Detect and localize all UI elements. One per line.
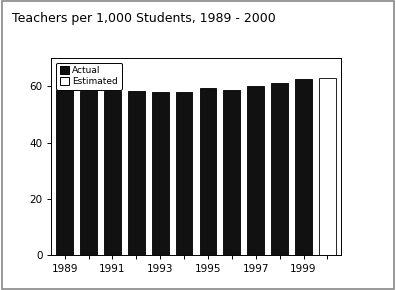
Bar (319, 78, 336, 255)
Bar (152, 93, 169, 255)
Bar (200, 88, 216, 255)
Bar (176, 92, 192, 255)
Text: Teachers per 1,000 Students, 1989 - 2000: Teachers per 1,000 Students, 1989 - 2000 (12, 12, 276, 25)
Bar (80, 91, 97, 255)
Bar (271, 83, 288, 255)
Legend: Actual, Estimated: Actual, Estimated (56, 63, 122, 90)
Bar (248, 86, 264, 255)
Bar (128, 91, 145, 255)
Bar (56, 90, 73, 255)
Bar (295, 79, 312, 255)
Bar (223, 90, 240, 255)
Bar (104, 91, 121, 255)
